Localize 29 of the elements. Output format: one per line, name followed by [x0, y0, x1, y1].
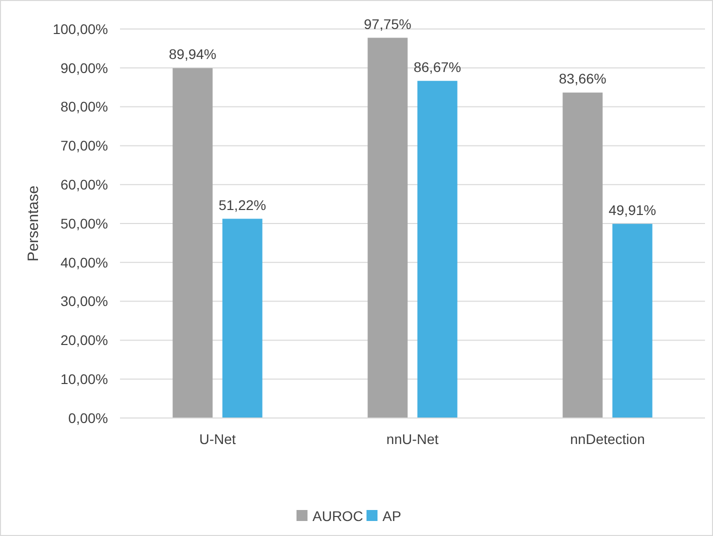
data-label: 86,67% [414, 58, 462, 75]
legend-label: AP [382, 508, 402, 524]
bar [172, 68, 213, 418]
bar [417, 80, 458, 418]
bar [612, 224, 652, 418]
y-axis-title: Persentase [25, 186, 42, 262]
data-label: 97,75% [364, 16, 412, 32]
y-tick-label: 60,00% [60, 176, 108, 192]
x-tick-label: nnU-Net [386, 431, 439, 447]
data-label: 83,66% [558, 70, 606, 87]
y-tick-label: 40,00% [60, 254, 108, 270]
x-tick-label: U-Net [199, 431, 236, 447]
y-tick-label: 20,00% [60, 332, 108, 348]
data-label: 89,94% [168, 46, 216, 62]
legend-label: AUROC [312, 508, 364, 524]
data-label: 51,22% [218, 196, 266, 213]
y-tick-label: 50,00% [60, 215, 108, 232]
y-tick-label: 0,00% [68, 410, 108, 426]
y-tick-label: 90,00% [60, 60, 108, 76]
y-tick-label: 30,00% [60, 293, 108, 310]
y-tick-label: 80,00% [60, 98, 108, 115]
bar [222, 218, 262, 418]
x-tick-label: nnDetection [570, 431, 645, 447]
y-tick-label: 100,00% [52, 20, 108, 37]
y-tick-label: 10,00% [60, 371, 108, 387]
bar [368, 38, 408, 418]
y-tick-label: 70,00% [60, 138, 108, 154]
data-label: 49,91% [608, 202, 656, 218]
bar [562, 92, 603, 418]
